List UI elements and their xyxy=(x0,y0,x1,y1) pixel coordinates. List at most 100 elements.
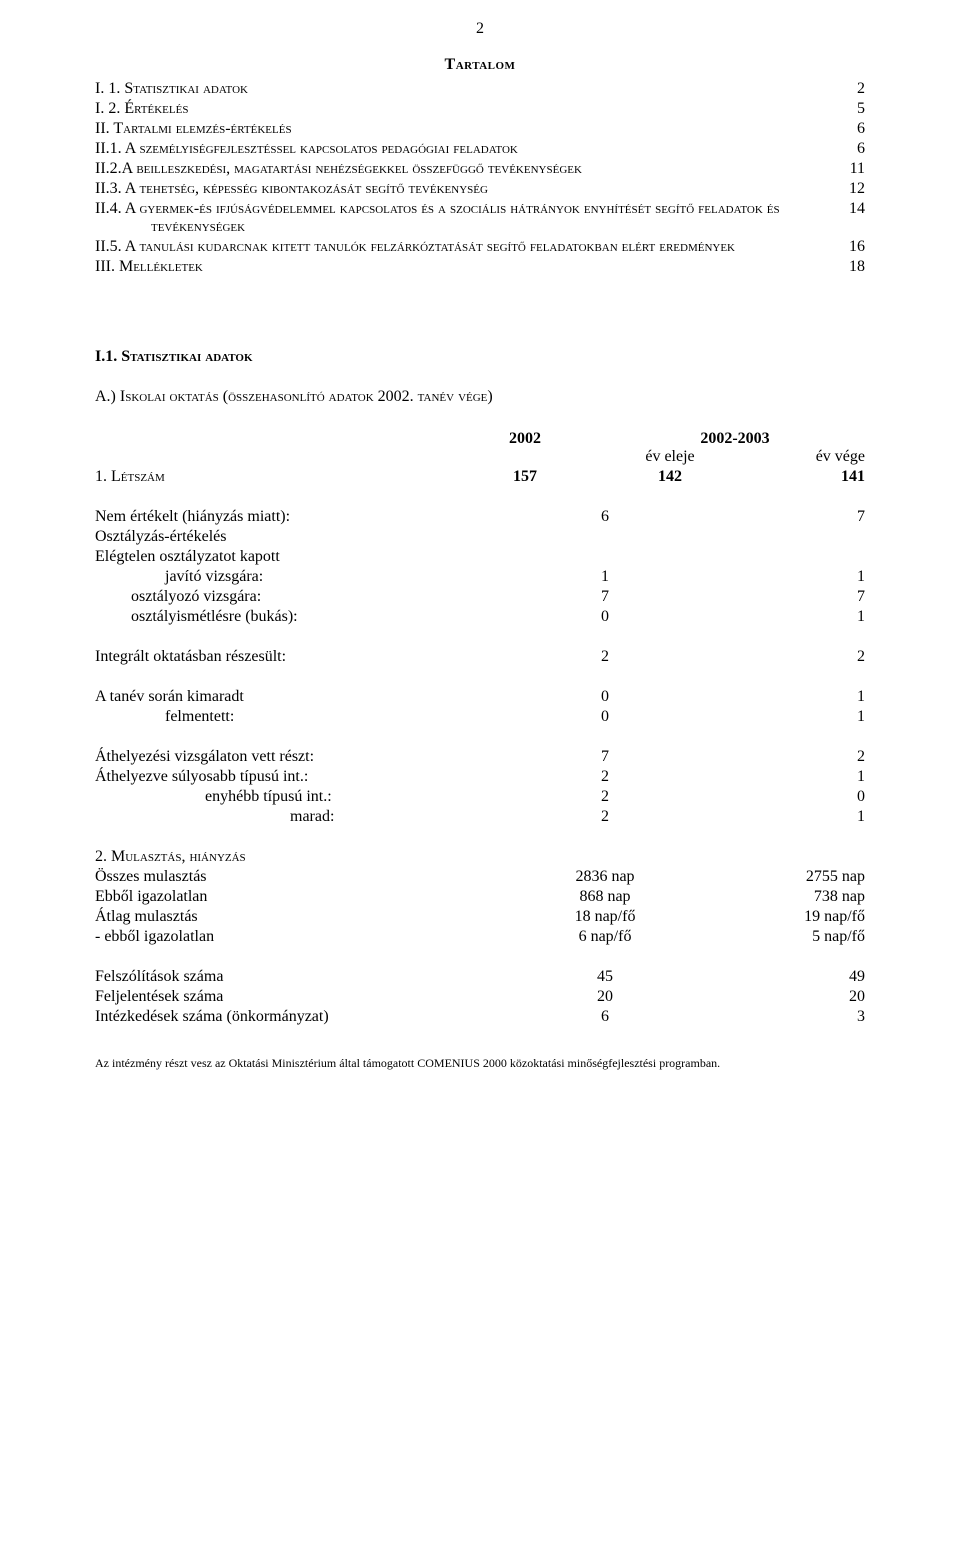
val-ev-vege: 2755 nap xyxy=(735,868,865,886)
blank xyxy=(95,448,445,466)
label: Feljelentések száma xyxy=(95,988,475,1006)
toc-item: III. Mellékletek 18 xyxy=(95,258,865,276)
val-ev-vege: 1 xyxy=(735,568,865,586)
row-osszes-mulasztas: Összes mulasztás 2836 nap 2755 nap xyxy=(95,868,865,886)
val-2002: 20 xyxy=(475,988,735,1006)
row-enyhebb: enyhébb típusú int.: 2 0 xyxy=(95,788,865,806)
val-ev-vege: 5 nap/fő xyxy=(735,928,865,946)
label: Integrált oktatásban részesült: xyxy=(95,648,475,666)
footer-text: Az intézmény részt vesz az Oktatási Mini… xyxy=(95,1056,865,1071)
val-ev-vege: 141 xyxy=(735,468,865,486)
toc-item: II.1. A személyiségfejlesztéssel kapcsol… xyxy=(95,140,865,158)
val-ev-eleje: 142 xyxy=(605,468,735,486)
toc-page: 6 xyxy=(829,140,865,158)
row-kimaradt: A tanév során kimaradt 0 1 xyxy=(95,688,865,706)
row-feljelentesek: Feljelentések száma 20 20 xyxy=(95,988,865,1006)
val-2002: 2836 nap xyxy=(475,868,735,886)
val-ev-vege: 7 xyxy=(735,588,865,606)
val-ev-vege: 7 xyxy=(735,508,865,526)
subsection-heading: A.) Iskolai oktatás (összehasonlító adat… xyxy=(95,388,865,406)
val-ev-vege: 3 xyxy=(735,1008,865,1026)
row-nem-ertekelt: Nem értékelt (hiányzás miatt): 6 7 xyxy=(95,508,865,526)
row-javito: javító vizsgára: 1 1 xyxy=(95,568,865,586)
label: javító vizsgára: xyxy=(95,568,475,586)
label: osztályozó vizsgára: xyxy=(95,588,475,606)
toc-label: II.1. A személyiségfejlesztéssel kapcsol… xyxy=(95,140,829,158)
ev-eleje: év eleje xyxy=(605,448,735,466)
label: Felszólítások száma xyxy=(95,968,475,986)
row-felmentett: felmentett: 0 1 xyxy=(95,708,865,726)
table-subheader-row: év eleje év vége xyxy=(95,448,865,466)
label: marad: xyxy=(95,808,475,826)
label: A tanév során kimaradt xyxy=(95,688,475,706)
page-number: 2 xyxy=(95,20,865,38)
toc-label: II. Tartalmi elemzés-értékelés xyxy=(95,120,829,138)
section-heading: I.1. Statisztikai adatok xyxy=(95,348,865,366)
row-athely-vizsg: Áthelyezési vizsgálaton vett részt: 7 2 xyxy=(95,748,865,766)
val-ev-vege: 738 nap xyxy=(735,888,865,906)
val-2002: 0 xyxy=(475,688,735,706)
toc-title: Tartalom xyxy=(95,56,865,74)
row-ebbol-atlag-igazolatlan: - ebből igazolatlan 6 nap/fő 5 nap/fő xyxy=(95,928,865,946)
val-ev-vege: 19 nap/fő xyxy=(735,908,865,926)
toc-item: II.5. A tanulási kudarcnak kitett tanuló… xyxy=(95,238,865,256)
toc-item: I. 2. Értékelés 5 xyxy=(95,100,865,118)
val-ev-vege: 2 xyxy=(735,748,865,766)
row-intezkedesek: Intézkedések száma (önkormányzat) 6 3 xyxy=(95,1008,865,1026)
row-ebbol-igazolatlan: Ebből igazolatlan 868 nap 738 nap xyxy=(95,888,865,906)
val-2002: 18 nap/fő xyxy=(475,908,735,926)
val-ev-vege: 1 xyxy=(735,688,865,706)
ev-vege: év vége xyxy=(735,448,865,466)
val-2002: 7 xyxy=(475,748,735,766)
val-2002: 7 xyxy=(475,588,735,606)
val-2002: 157 xyxy=(445,468,605,486)
val-ev-vege: 49 xyxy=(735,968,865,986)
year-2002-2003: 2002-2003 xyxy=(605,430,865,448)
label: 1. Létszám xyxy=(95,468,445,486)
val-ev-vege: 2 xyxy=(735,648,865,666)
toc-label: II.3. A tehetség, képesség kibontakozásá… xyxy=(95,180,829,198)
row-athely-suly: Áthelyezve súlyosabb típusú int.: 2 1 xyxy=(95,768,865,786)
val-2002: 2 xyxy=(475,808,735,826)
label: Áthelyezve súlyosabb típusú int.: xyxy=(95,768,475,786)
toc-page: 5 xyxy=(829,100,865,118)
toc-label: II.5. A tanulási kudarcnak kitett tanuló… xyxy=(95,238,829,256)
val-ev-vege: 20 xyxy=(735,988,865,1006)
toc-label: III. Mellékletek xyxy=(95,258,829,276)
table-header-row: 2002 2002-2003 xyxy=(95,430,865,448)
label: enyhébb típusú int.: xyxy=(95,788,475,806)
row-elegtelen-label: Elégtelen osztályzatot kapott xyxy=(95,548,865,566)
toc-label: I. 2. Értékelés xyxy=(95,100,829,118)
blank xyxy=(445,448,605,466)
label: Áthelyezési vizsgálaton vett részt: xyxy=(95,748,475,766)
toc-page: 12 xyxy=(829,180,865,198)
val-ev-vege: 1 xyxy=(735,608,865,626)
toc-page: 11 xyxy=(829,160,865,178)
label: - ebből igazolatlan xyxy=(95,928,475,946)
row-integralt: Integrált oktatásban részesült: 2 2 xyxy=(95,648,865,666)
val-2002: 2 xyxy=(475,768,735,786)
val-2002: 6 nap/fő xyxy=(475,928,735,946)
toc-item: II.3. A tehetség, képesség kibontakozásá… xyxy=(95,180,865,198)
row-osztalyismet: osztályismétlésre (bukás): 0 1 xyxy=(95,608,865,626)
val-ev-vege: 1 xyxy=(735,708,865,726)
toc-label: I. 1. Statisztikai adatok xyxy=(95,80,829,98)
val-2002: 6 xyxy=(475,508,735,526)
label: Ebből igazolatlan xyxy=(95,888,475,906)
mulasztas-heading: 2. Mulasztás, hiányzás xyxy=(95,848,865,866)
blank xyxy=(95,430,445,448)
label: felmentett: xyxy=(95,708,475,726)
row-osztalyozo: osztályozó vizsgára: 7 7 xyxy=(95,588,865,606)
page: 2 Tartalom I. 1. Statisztikai adatok 2 I… xyxy=(0,0,960,1101)
val-2002: 2 xyxy=(475,648,735,666)
toc-item: II.4. A gyermek-és ifjúságvédelemmel kap… xyxy=(95,200,865,236)
toc-page: 18 xyxy=(829,258,865,276)
val-2002: 1 xyxy=(475,568,735,586)
val-2002: 2 xyxy=(475,788,735,806)
year-2002: 2002 xyxy=(445,430,605,448)
val-2002: 45 xyxy=(475,968,735,986)
val-ev-vege: 1 xyxy=(735,768,865,786)
row-marad: marad: 2 1 xyxy=(95,808,865,826)
val-ev-vege: 1 xyxy=(735,808,865,826)
label: osztályismétlésre (bukás): xyxy=(95,608,475,626)
